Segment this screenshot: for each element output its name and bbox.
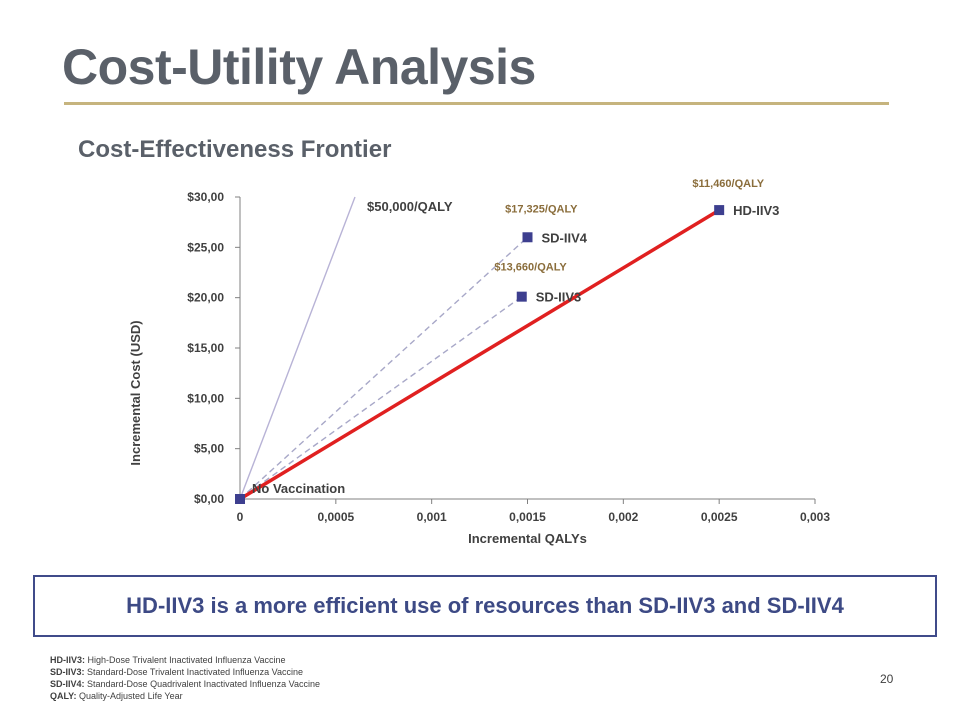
line-label: $50,000/QALY — [367, 199, 453, 214]
y-tick-label: $30,00 — [187, 190, 224, 204]
y-tick-label: $15,00 — [187, 341, 224, 355]
footnote-hd-iiv3: HD-IIV3: High-Dose Trivalent Inactivated… — [50, 655, 286, 665]
cost-effectiveness-chart: $0,00 $5,00 $10,00 $15,00 $20,00 $25,00 $30,00… — [128, 178, 830, 546]
chart-subtitle: Cost-Effectiveness Frontier — [78, 136, 392, 163]
threshold-line — [239, 236, 528, 500]
footnotes: HD-IIV3: High-Dose Trivalent Inactivated… — [50, 654, 320, 702]
x-tick-label: 0,0005 — [317, 510, 354, 524]
x-tick-label: 0,002 — [608, 510, 638, 524]
point-label: No Vaccination — [252, 481, 345, 496]
x-tick-label: 0,003 — [800, 510, 830, 524]
threshold-line — [239, 208, 721, 501]
x-tick-label: 0,0025 — [701, 510, 738, 524]
conclusion-callout: HD-IIV3 is a more efficient use of resou… — [33, 575, 937, 637]
point-label: HD-IIV3 — [733, 203, 779, 218]
x-tick-label: 0,0015 — [509, 510, 546, 524]
data-point — [235, 494, 245, 504]
data-point — [714, 205, 725, 216]
data-point — [522, 232, 533, 243]
y-tick-label: $0,00 — [194, 492, 224, 506]
threshold-line — [239, 196, 356, 500]
page-number: 20 — [880, 672, 894, 686]
line-label: $17,325/QALY — [505, 203, 578, 215]
x-tick-label: 0 — [237, 510, 244, 524]
y-tick-label: $10,00 — [187, 391, 224, 405]
page-title: Cost-Utility Analysis — [62, 39, 536, 95]
x-tick-label: 0,001 — [417, 510, 447, 524]
y-axis-title: Incremental Cost (USD) — [128, 320, 143, 465]
y-tick-label: $20,00 — [187, 291, 224, 305]
footnote-sd-iiv4: SD-IIV4: Standard-Dose Quadrivalent Inac… — [50, 679, 321, 689]
x-axis-title: Incremental QALYs — [468, 531, 587, 546]
point-label: SD-IIV4 — [542, 230, 588, 245]
threshold-line — [239, 296, 523, 500]
title-divider — [64, 102, 889, 105]
footnote-sd-iiv3: SD-IIV3: Standard-Dose Trivalent Inactiv… — [50, 667, 303, 677]
y-tick-label: $25,00 — [187, 240, 224, 254]
point-label: SD-IIV3 — [536, 290, 582, 305]
line-label: $11,460/QALY — [692, 178, 764, 190]
line-label: $13,660/QALY — [494, 262, 567, 274]
footnote-qaly: QALY: Quality-Adjusted Life Year — [50, 691, 183, 701]
y-tick-label: $5,00 — [194, 442, 224, 456]
data-point — [516, 291, 527, 302]
